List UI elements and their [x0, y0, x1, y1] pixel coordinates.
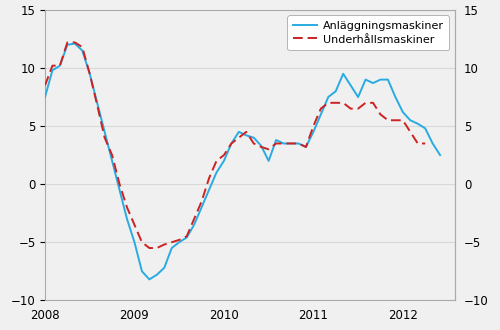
Underhållsmaskiner: [42, 83, 48, 87]
Anläggningsmaskiner: [206, 188, 212, 192]
Line: Underhållsmaskiner: Underhållsmaskiner: [45, 43, 425, 248]
Anläggningsmaskiner: [72, 42, 78, 46]
Anläggningsmaskiner: [146, 278, 152, 281]
Line: Anläggningsmaskiner: Anläggningsmaskiner: [45, 44, 440, 280]
Underhållsmaskiner: [422, 142, 428, 146]
Legend: Anläggningsmaskiner, Underhållsmaskiner: Anläggningsmaskiner, Underhållsmaskiner: [288, 16, 450, 50]
Underhållsmaskiner: [80, 45, 86, 49]
Anläggningsmaskiner: [288, 142, 294, 146]
Underhållsmaskiner: [288, 142, 294, 146]
Anläggningsmaskiner: [326, 95, 332, 99]
Anläggningsmaskiner: [273, 138, 279, 142]
Underhållsmaskiner: [236, 136, 242, 140]
Underhållsmaskiner: [146, 246, 152, 250]
Anläggningsmaskiner: [42, 95, 48, 99]
Underhållsmaskiner: [191, 217, 197, 221]
Underhållsmaskiner: [303, 145, 309, 149]
Underhållsmaskiner: [64, 41, 70, 45]
Anläggningsmaskiner: [116, 188, 122, 192]
Anläggningsmaskiner: [437, 153, 443, 157]
Underhållsmaskiner: [258, 145, 264, 149]
Anläggningsmaskiner: [296, 142, 302, 146]
